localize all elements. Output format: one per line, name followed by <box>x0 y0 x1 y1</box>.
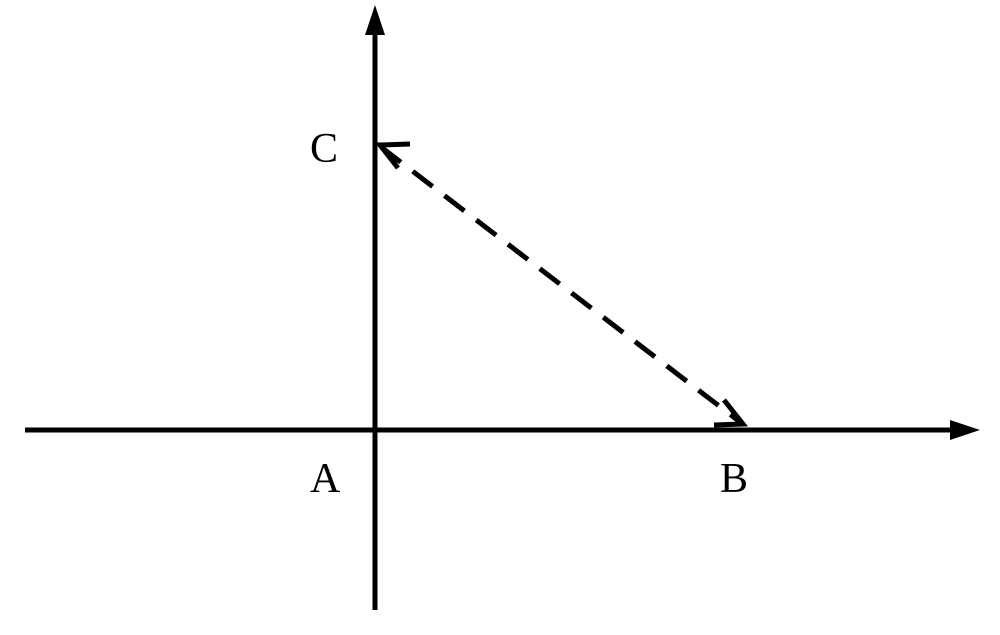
label-c: C <box>310 125 338 173</box>
x-axis-arrow <box>950 420 980 440</box>
y-axis-arrow <box>365 5 385 35</box>
bc-dashed-line <box>381 147 740 422</box>
label-b: B <box>720 455 748 503</box>
axes-svg <box>0 0 1000 630</box>
label-a: A <box>310 455 340 503</box>
coordinate-diagram: A B C <box>0 0 1000 630</box>
